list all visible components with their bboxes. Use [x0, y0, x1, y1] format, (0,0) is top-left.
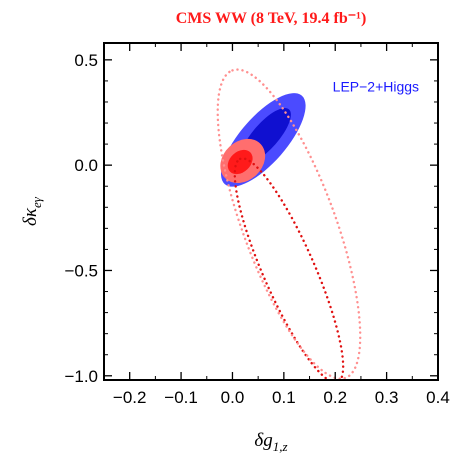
tick-layer: −0.2 −0.1 0.0 0.1 0.2 0.3 0.4 0.5 0.0 −0.5 −1.0: [64, 43, 450, 407]
annotation-label: LEP−2+Higgs: [333, 78, 419, 94]
y-tick-label: −0.5: [64, 261, 98, 280]
y-axis-label: δκeγ: [20, 196, 44, 226]
x-tick-label: 0.2: [323, 388, 347, 407]
plot-frame: [103, 42, 439, 381]
x-tick-label: 0.0: [221, 388, 245, 407]
contour-layer: [216, 68, 362, 380]
contour-dotted-outer-2: [216, 68, 362, 380]
x-tick-label: 0.4: [426, 388, 450, 407]
x-tick-label: 0.1: [272, 388, 296, 407]
y-tick-label: 0.0: [74, 156, 98, 175]
contour-dotted-inner-2: [233, 157, 345, 380]
annotation-layer: LEP−2+Higgs: [333, 78, 419, 94]
y-tick-label: 0.5: [74, 51, 98, 70]
x-tick-label: −0.2: [113, 388, 147, 407]
x-tick-label: 0.3: [375, 388, 399, 407]
chart-title: CMS WW (8 TeV, 19.4 fb⁻¹): [176, 10, 367, 27]
x-tick-label: −0.1: [164, 388, 198, 407]
y-tick-label: −1.0: [64, 367, 98, 386]
contour-filled-inner-1: [227, 149, 253, 175]
x-axis-label: δg1,z: [254, 430, 287, 454]
